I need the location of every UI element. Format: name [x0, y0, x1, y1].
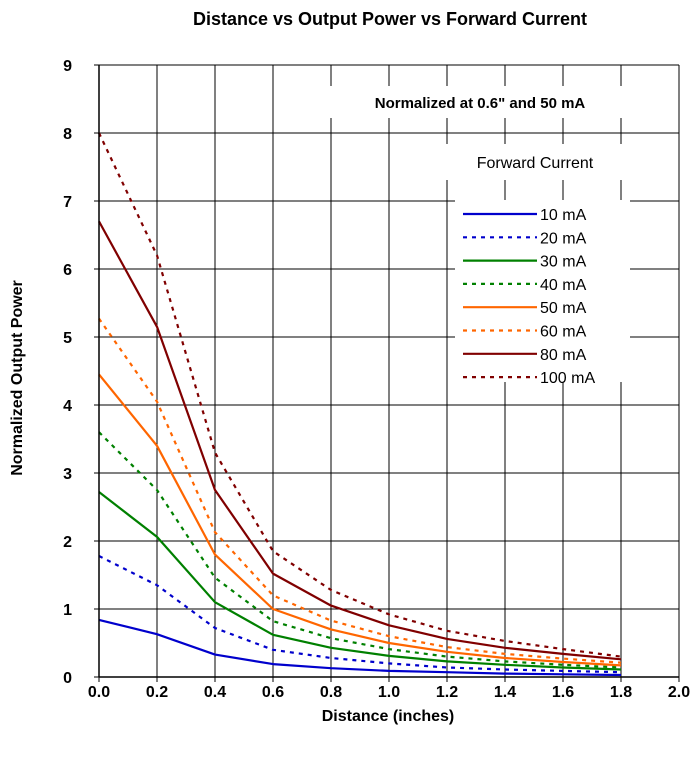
x-tick-label: 1.4 — [494, 684, 516, 701]
legend-label: 30 mA — [540, 254, 587, 271]
y-axis-label: Normalized Output Power — [9, 280, 26, 476]
y-tick-label: 8 — [63, 126, 72, 143]
legend-label: 50 mA — [540, 300, 587, 317]
series-line-80-ma — [98, 220, 622, 661]
y-tick-label: 7 — [63, 194, 72, 211]
legend-label: 80 mA — [540, 347, 587, 364]
x-tick-label: 1.2 — [436, 684, 458, 701]
x-tick-label: 0.0 — [88, 684, 110, 701]
chart-title: Distance vs Output Power vs Forward Curr… — [193, 9, 587, 29]
x-tick-labels: 0.0 0.2 0.4 0.6 0.8 1.0 1.2 1.4 1.6 1.8 2.0 — [88, 684, 690, 701]
normalization-annotation: Normalized at 0.6" and 50 mA — [375, 95, 586, 112]
x-axis-label: Distance (inches) — [322, 708, 454, 725]
x-tick-label: 0.8 — [320, 684, 342, 701]
y-tick-label: 6 — [63, 262, 72, 279]
y-tick-label: 4 — [63, 398, 72, 415]
legend-title-box — [440, 144, 630, 180]
series-line-10-ma — [98, 618, 622, 677]
x-tick-label: 2.0 — [668, 684, 690, 701]
series-line-30-ma — [98, 491, 622, 671]
x-tick-label: 1.0 — [378, 684, 400, 701]
y-tick-label: 0 — [63, 670, 72, 687]
y-tick-label: 9 — [63, 58, 72, 75]
x-tick-label: 0.4 — [204, 684, 226, 701]
x-tick-label: 1.8 — [610, 684, 632, 701]
series-line-50-ma — [98, 373, 622, 667]
y-tick-label: 2 — [63, 534, 72, 551]
axes — [94, 64, 680, 682]
legend-label: 100 mA — [540, 370, 595, 387]
legend-entries-box — [455, 200, 630, 382]
series-layer — [98, 132, 622, 677]
legend-label: 40 mA — [540, 277, 587, 294]
y-tick-label: 1 — [63, 602, 72, 619]
legend-label: 10 mA — [540, 207, 587, 224]
y-tick-labels: 0 1 2 3 4 5 6 7 8 9 — [63, 58, 72, 687]
y-tick-label: 5 — [63, 330, 72, 347]
legend-label: 20 mA — [540, 230, 587, 247]
y-tick-label: 3 — [63, 466, 72, 483]
legend-title: Forward Current — [477, 155, 594, 172]
annotation-box — [330, 86, 630, 118]
series-line-60-ma — [98, 317, 622, 664]
x-tick-label: 0.2 — [146, 684, 168, 701]
legend: Forward Current 10 mA 20 mA 30 mA 40 mA 50 m… — [440, 144, 630, 387]
legend-label: 60 mA — [540, 324, 587, 341]
series-line-20-ma — [98, 555, 622, 674]
x-tick-label: 0.6 — [262, 684, 284, 701]
x-tick-label: 1.6 — [552, 684, 574, 701]
series-line-40-ma — [98, 431, 622, 669]
